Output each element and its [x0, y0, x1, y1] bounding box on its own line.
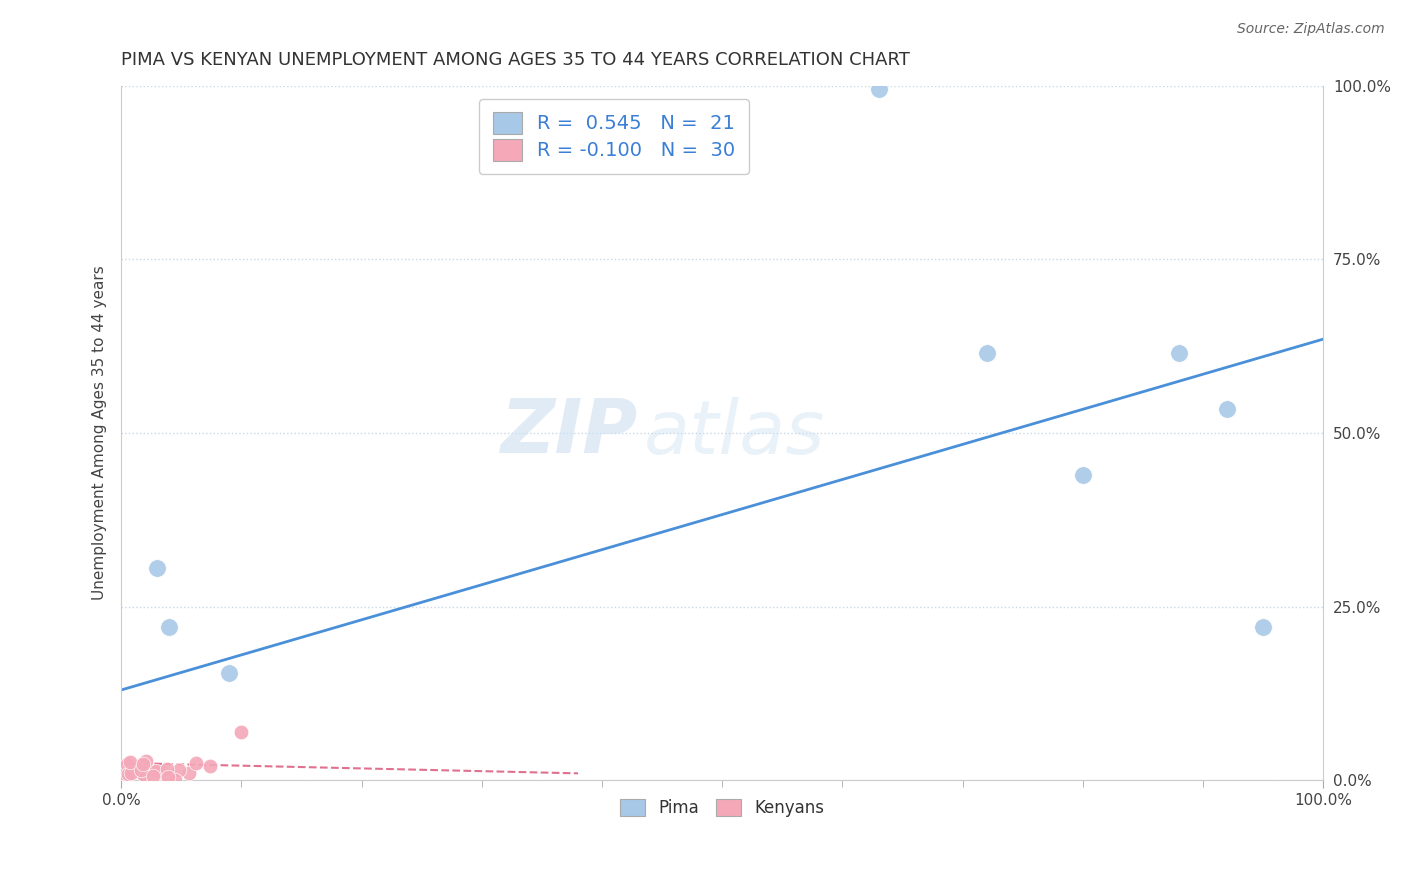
Point: [231, 724, 253, 739]
Point: [135, 754, 157, 768]
Point: [1216, 401, 1239, 416]
Point: [117, 767, 139, 781]
Point: [120, 765, 142, 780]
Point: [131, 756, 153, 771]
Point: [157, 770, 180, 784]
Point: [129, 764, 152, 778]
Point: [1251, 620, 1274, 634]
Legend: Pima, Kenyans: Pima, Kenyans: [613, 793, 831, 824]
Point: [124, 763, 146, 777]
Point: [155, 768, 177, 782]
Text: atlas: atlas: [644, 397, 825, 469]
Point: [1168, 346, 1191, 360]
Point: [131, 767, 153, 781]
Point: [184, 756, 207, 770]
Point: [117, 757, 139, 772]
Point: [125, 763, 148, 777]
Point: [868, 82, 890, 96]
Point: [132, 765, 155, 780]
Point: [218, 665, 240, 680]
Point: [165, 772, 187, 787]
Point: [198, 759, 221, 773]
Point: [150, 764, 173, 779]
Point: [976, 346, 998, 360]
Point: [111, 765, 134, 780]
Point: [120, 755, 142, 769]
Y-axis label: Unemployment Among Ages 35 to 44 years: Unemployment Among Ages 35 to 44 years: [93, 266, 107, 600]
Text: ZIP: ZIP: [501, 396, 638, 469]
Point: [156, 762, 179, 776]
Point: [142, 769, 165, 783]
Point: [145, 764, 167, 778]
Point: [118, 765, 141, 780]
Point: [142, 764, 165, 779]
Point: [179, 765, 201, 780]
Text: PIMA VS KENYAN UNEMPLOYMENT AMONG AGES 35 TO 44 YEARS CORRELATION CHART: PIMA VS KENYAN UNEMPLOYMENT AMONG AGES 3…: [121, 51, 910, 69]
Point: [167, 763, 190, 777]
Point: [120, 764, 142, 779]
Text: Source: ZipAtlas.com: Source: ZipAtlas.com: [1237, 22, 1385, 37]
Point: [132, 756, 155, 770]
Point: [134, 769, 156, 783]
Point: [1071, 467, 1094, 482]
Point: [157, 620, 180, 634]
Point: [146, 561, 169, 575]
